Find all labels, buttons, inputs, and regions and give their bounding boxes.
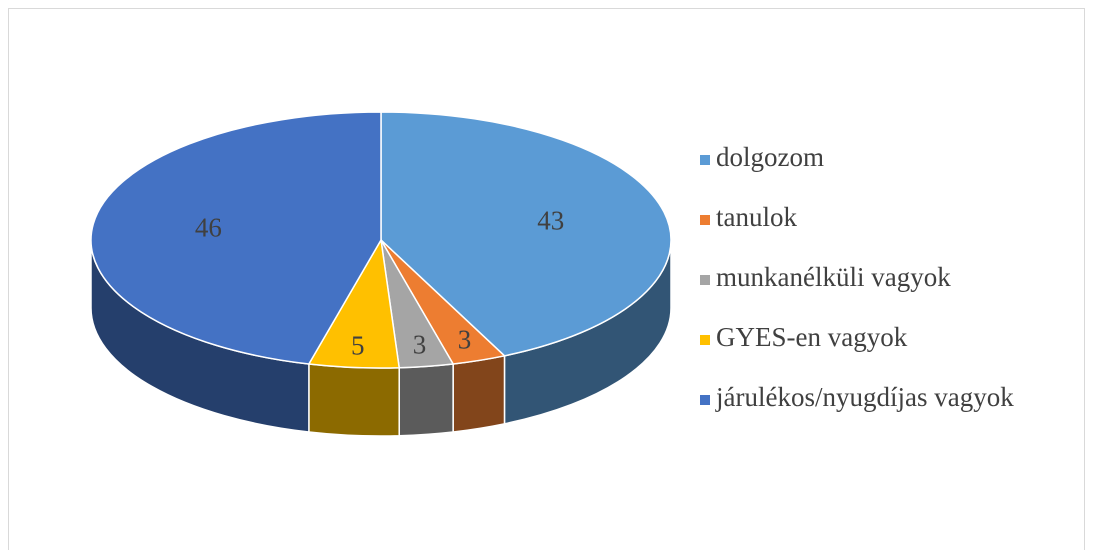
data-label: 3 — [458, 325, 472, 355]
chart-border — [8, 8, 1085, 550]
data-label: 46 — [195, 213, 222, 243]
pie-slice-side — [452, 354, 506, 433]
pie-slice — [90, 111, 382, 365]
data-label: 43 — [537, 205, 564, 235]
data-label: 5 — [351, 331, 365, 361]
data-label: 3 — [413, 330, 427, 360]
legend-label: tanulok — [716, 202, 797, 232]
legend-marker — [700, 155, 710, 165]
legend-marker — [700, 395, 710, 405]
legend-marker — [700, 215, 710, 225]
legend-label: járulékos/nyugdíjas vagyok — [715, 382, 1014, 412]
pie-slice — [380, 111, 672, 357]
legend-label: dolgozom — [716, 142, 824, 172]
legend-label: munkanélküli vagyok — [716, 262, 951, 292]
legend-marker — [700, 335, 710, 345]
pie-slice-side — [398, 363, 454, 437]
legend-label: GYES-en vagyok — [716, 322, 908, 352]
legend-marker — [700, 275, 710, 285]
pie-slice-side — [308, 363, 400, 437]
